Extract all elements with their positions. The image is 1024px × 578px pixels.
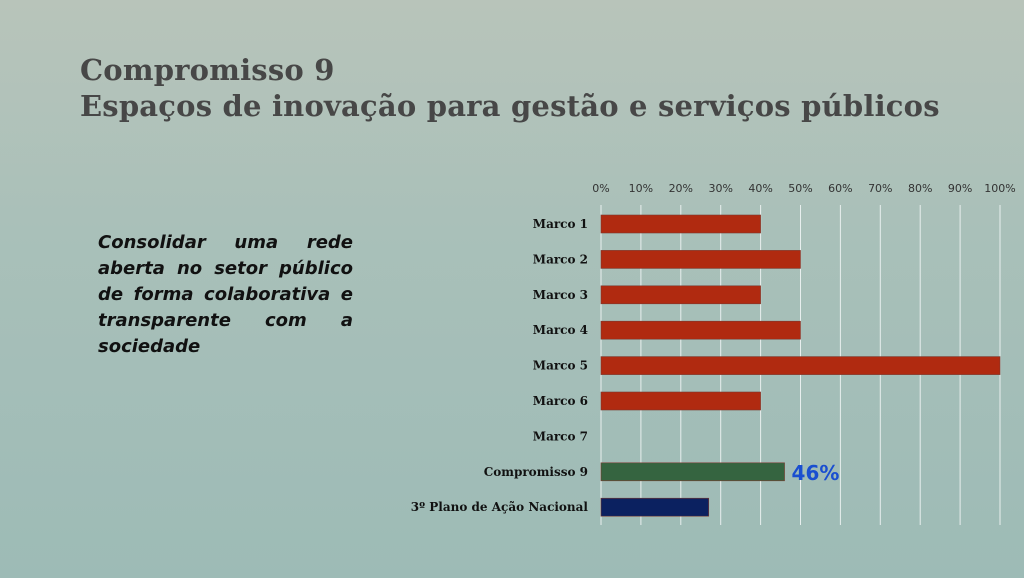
x-tick-label: 40% [748, 182, 772, 195]
category-label: Marco 6 [533, 394, 588, 408]
x-tick-label: 20% [669, 182, 693, 195]
category-label: Marco 7 [533, 429, 588, 443]
category-label: Compromisso 9 [484, 465, 588, 479]
x-tick-label: 0% [592, 182, 609, 195]
data-label: 46% [792, 461, 840, 485]
x-tick-label: 90% [948, 182, 972, 195]
bar [600, 214, 761, 234]
bar [600, 462, 785, 482]
category-label: Marco 4 [533, 323, 588, 337]
bar [600, 497, 710, 517]
bar [600, 250, 801, 269]
category-label: Marco 3 [533, 288, 588, 302]
category-label: Marco 2 [533, 252, 588, 266]
slide-title: Compromisso 9 Espaços de inovação para g… [80, 52, 940, 124]
category-label: Marco 1 [533, 217, 588, 231]
category-label: 3º Plano de Ação Nacional [411, 500, 589, 514]
x-tick-label: 30% [708, 182, 732, 195]
bar [600, 391, 761, 411]
x-tick-label: 80% [908, 182, 932, 195]
bar [600, 356, 1001, 375]
x-tick-label: 50% [788, 182, 812, 195]
x-tick-label: 10% [629, 182, 653, 195]
bar [600, 320, 801, 340]
bar [600, 285, 761, 305]
x-tick-label: 60% [828, 182, 852, 195]
commitment-description: Consolidar uma rede aberta no setor públ… [98, 232, 353, 357]
x-tick-label: 70% [868, 182, 892, 195]
title-line-1: Compromisso 9 [80, 53, 335, 87]
category-label: Marco 5 [533, 359, 588, 373]
title-line-2: Espaços de inovação para gestão e serviç… [80, 89, 940, 123]
x-tick-label: 100% [984, 182, 1015, 195]
